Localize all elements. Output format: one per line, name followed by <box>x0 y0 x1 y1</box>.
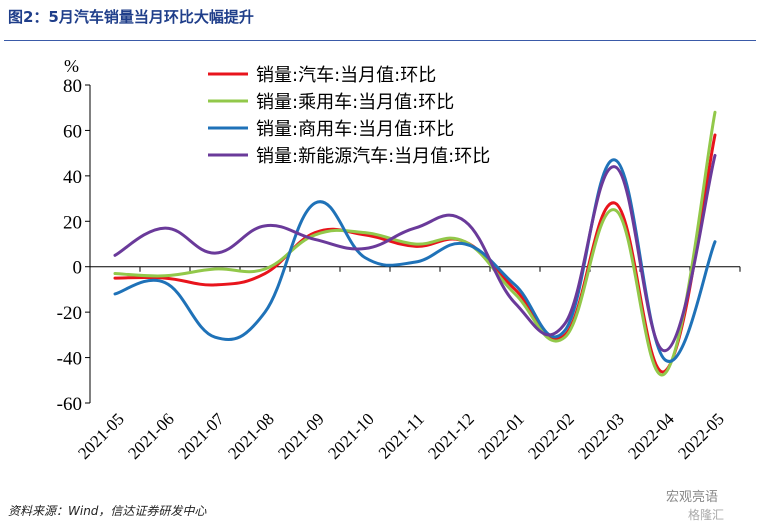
y-tick-label: -60 <box>57 394 82 415</box>
chart-title: 图2：5月汽车销量当月环比大幅提升 <box>8 8 254 26</box>
x-tick-label: 2021-07 <box>174 409 228 463</box>
y-tick-label: 80 <box>63 76 82 97</box>
x-tick-label: 2021-11 <box>375 409 428 462</box>
series-line-1 <box>113 133 717 374</box>
watermark-text: 宏观亮语 <box>666 490 719 505</box>
legend-label-3: 销量:商用车:当月值:环比 <box>256 119 454 140</box>
y-tick-label: -40 <box>57 349 82 370</box>
x-tick-label: 2022-02 <box>524 409 578 463</box>
y-tick-label: 0 <box>73 258 83 279</box>
source-note: 资料来源：Wind，信达证券研发中心 <box>8 504 207 518</box>
x-tick-label: 2021-12 <box>424 409 478 463</box>
legend-label-1: 销量:汽车:当月值:环比 <box>256 65 436 86</box>
x-tick-label: 2022-01 <box>474 409 528 463</box>
y-axis-unit: % <box>64 56 79 76</box>
x-tick-label: 2021-06 <box>124 409 178 463</box>
x-tick-label: 2021-05 <box>74 409 128 463</box>
title-divider <box>4 40 756 41</box>
x-tick-label: 2022-05 <box>674 409 728 463</box>
y-tick-label: -20 <box>57 303 82 324</box>
watermark-text-secondary: 格隆汇 <box>688 508 725 522</box>
series-line-4 <box>113 153 717 353</box>
y-tick-label: 20 <box>63 212 82 233</box>
legend-label-2: 销量:乘用车:当月值:环比 <box>256 92 454 113</box>
y-tick-label: 60 <box>63 121 82 142</box>
x-tick-label: 2021-09 <box>274 409 328 463</box>
x-tick-label: 2022-03 <box>574 409 628 463</box>
y-tick-label: 40 <box>63 167 82 188</box>
x-tick-label: 2022-04 <box>624 409 678 463</box>
x-tick-label: 2021-08 <box>224 409 278 463</box>
x-tick-label: 2021-10 <box>324 409 378 463</box>
legend-label-4: 销量:新能源汽车:当月值:环比 <box>256 146 490 167</box>
